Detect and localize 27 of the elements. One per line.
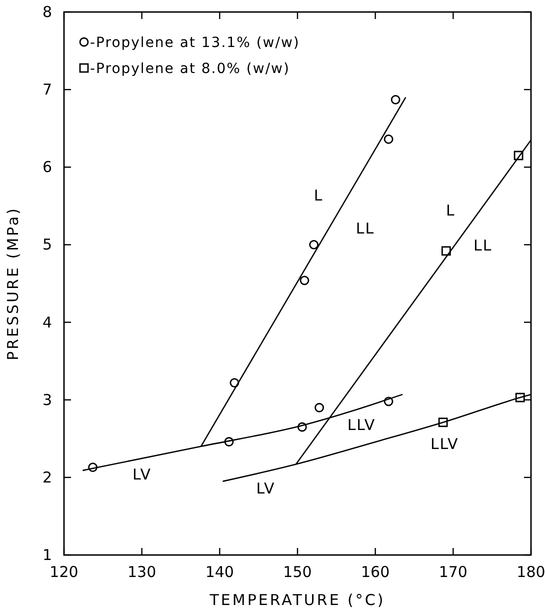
y-axis-title: PRESSURE (MPa): [4, 206, 22, 360]
x-tick-label: 150: [283, 563, 312, 581]
annotation: LV: [132, 465, 152, 484]
x-tick-label: 170: [438, 563, 468, 581]
annotation: LL: [474, 236, 492, 255]
legend-label: -Propylene at 13.1% (w/w): [90, 35, 300, 51]
annotation: LV: [256, 479, 276, 498]
x-tick-label: 130: [128, 563, 156, 581]
y-tick-label: 3: [42, 390, 52, 409]
annotation: L: [314, 186, 324, 205]
annotation: LLV: [347, 416, 376, 434]
annotation: LLV: [430, 434, 459, 453]
x-tick-label: 160: [361, 563, 390, 581]
y-tick-label: 1: [42, 546, 52, 564]
x-axis-title: TEMPERATURE (°C): [208, 591, 386, 609]
y-tick-label: 4: [42, 313, 52, 332]
y-tick-label: 2: [42, 468, 52, 486]
y-tick-label: 5: [42, 236, 52, 254]
annotation: LL: [356, 219, 375, 238]
x-tick-label: 180: [516, 563, 545, 581]
x-tick-label: 120: [50, 563, 78, 581]
x-tick-label: 140: [205, 563, 234, 581]
y-tick-label: 6: [42, 158, 52, 176]
y-tick-label: 7: [42, 80, 52, 99]
annotation: L: [446, 201, 456, 220]
legend-label: -Propylene at 8.0% (w/w): [90, 61, 290, 77]
y-tick-label: 8: [42, 3, 52, 21]
